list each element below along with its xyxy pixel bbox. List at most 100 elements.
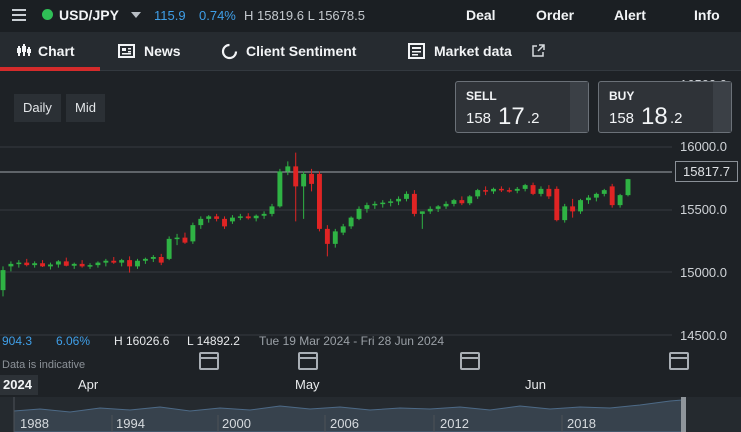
candle-down [609, 183, 615, 208]
candle-body [95, 262, 101, 266]
candle-up [562, 203, 568, 223]
candle-body [411, 193, 417, 214]
candle-up [451, 198, 457, 207]
y-tick-label: 15500.0 [680, 202, 727, 217]
candle-body [24, 262, 30, 266]
period-daily-button[interactable]: Daily [14, 94, 61, 122]
year-label: 2024 [0, 375, 38, 395]
candle-up [514, 187, 520, 194]
tab-market-data[interactable]: Market data [434, 43, 512, 59]
high-low-readout: H 15819.6 L 15678.5 [244, 8, 365, 23]
buy-price-prefix: 158 [609, 110, 635, 127]
tab-client-sentiment[interactable]: Client Sentiment [246, 43, 357, 59]
range-change: 904.3 [2, 334, 33, 348]
candle-up [356, 206, 362, 221]
navigator-year-label: 1988 [20, 416, 49, 431]
candle-up [16, 260, 22, 268]
candle-up [340, 223, 346, 236]
candle-up [372, 201, 378, 209]
candle-body [546, 188, 552, 197]
candle-down [214, 213, 220, 222]
candle-body [609, 186, 615, 206]
candle-body [554, 188, 560, 221]
navigator-sparkline [13, 397, 683, 432]
candle-up [48, 262, 53, 270]
candle-up [166, 236, 172, 261]
candle-body [309, 173, 314, 184]
candle-down [483, 186, 489, 196]
candle-body [127, 260, 133, 267]
candle-up [8, 261, 14, 272]
navigator-range-handle[interactable] [681, 397, 686, 432]
candle-down [293, 152, 299, 222]
candle-body [396, 198, 402, 202]
calendar-icon[interactable] [669, 352, 689, 370]
candle-up [55, 260, 61, 268]
candle-up [380, 200, 386, 208]
candle-down [79, 260, 85, 268]
candle-up [396, 196, 402, 206]
candle-up [0, 266, 6, 297]
info-button[interactable]: Info [694, 7, 720, 23]
tab-bar: Chart News Client Sentiment Market data [0, 32, 741, 71]
candle-body [174, 237, 180, 240]
candle-body [427, 208, 433, 212]
alert-button[interactable]: Alert [614, 7, 646, 23]
deal-button[interactable]: Deal [466, 7, 496, 23]
history-navigator[interactable]: 1988 1994 2000 2006 2012 2018 [0, 397, 741, 432]
candle-body [111, 260, 117, 263]
candle-body [103, 260, 109, 263]
tab-chart[interactable]: Chart [38, 43, 75, 59]
candle-up [578, 198, 583, 214]
candle-down [158, 253, 164, 266]
candle-up [253, 214, 259, 222]
tab-news[interactable]: News [144, 43, 181, 59]
calendar-icon[interactable] [460, 352, 480, 370]
candle-up [32, 261, 38, 268]
price-mid-button[interactable]: Mid [66, 94, 105, 122]
candle-up [404, 191, 409, 202]
price-chart[interactable] [0, 72, 741, 372]
buy-button[interactable]: BUY 158 18 .2 [598, 81, 732, 133]
candle-body [285, 166, 291, 172]
candle-body [601, 190, 607, 194]
navigator-year-label: 2000 [222, 416, 251, 431]
candle-up [522, 183, 528, 192]
candle-body [0, 270, 6, 291]
candle-body [261, 213, 267, 216]
candle-body [158, 257, 164, 263]
candle-up [261, 211, 267, 219]
candle-up [593, 192, 599, 202]
candle-up [190, 222, 196, 244]
candle-up [625, 178, 631, 197]
candle-up [135, 258, 140, 269]
order-button[interactable]: Order [536, 7, 575, 23]
hamburger-menu-icon[interactable] [12, 9, 26, 21]
candle-down [182, 232, 188, 244]
price-change-percent: 0.74% [199, 8, 236, 23]
candle-down [324, 225, 330, 257]
instrument-symbol[interactable]: USD/JPY [59, 7, 119, 23]
candle-down [554, 186, 560, 222]
candle-body [570, 206, 576, 212]
candle-up [198, 216, 204, 229]
chart-panel[interactable]: Daily Mid 16500.0 SELL 158 17 .2 BUY 158… [0, 72, 741, 372]
external-link-icon[interactable] [531, 44, 545, 58]
chevron-down-icon[interactable] [131, 12, 141, 18]
candle-up [443, 201, 449, 209]
candle-down [459, 196, 465, 206]
date-range: Tue 19 Mar 2024 - Fri 28 Jun 2024 [259, 334, 444, 348]
candle-down [222, 216, 227, 229]
sell-button[interactable]: SELL 158 17 .2 [455, 81, 589, 133]
candle-down [111, 257, 117, 264]
candle-body [340, 226, 346, 233]
candle-body [585, 197, 591, 201]
y-tick-label: 14500.0 [680, 328, 727, 343]
calendar-icon[interactable] [298, 352, 318, 370]
calendar-icon[interactable] [199, 352, 219, 370]
candle-up [142, 257, 148, 264]
candle-up [269, 203, 275, 217]
candle-up [585, 195, 591, 204]
candle-down [24, 258, 30, 267]
candle-up [348, 216, 354, 229]
